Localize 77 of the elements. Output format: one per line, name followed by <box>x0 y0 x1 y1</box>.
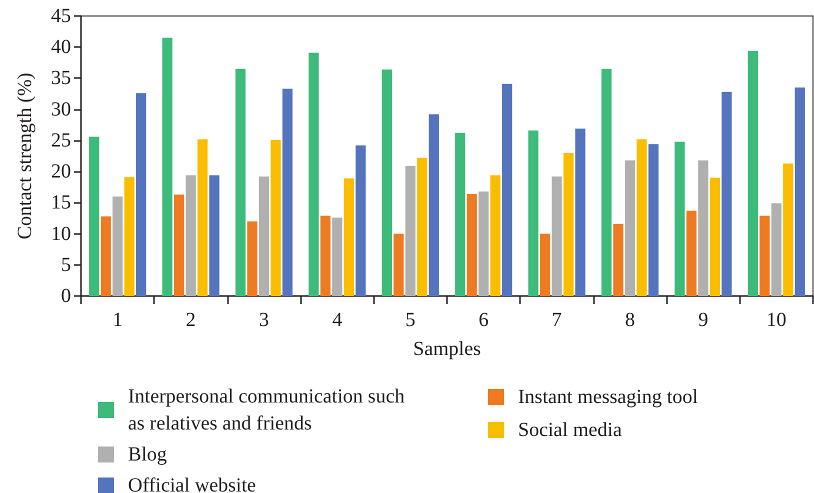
bar <box>270 140 281 296</box>
bar <box>112 196 123 296</box>
x-tick-label: 4 <box>332 309 342 331</box>
x-tick-label: 5 <box>405 309 416 331</box>
x-tick-label: 10 <box>766 309 786 331</box>
bar <box>344 178 354 296</box>
legend-label: Blog <box>128 444 167 466</box>
bar <box>100 216 111 296</box>
bar <box>247 221 258 296</box>
bar <box>771 203 782 296</box>
y-tick-label: 40 <box>51 36 71 58</box>
bar <box>162 38 172 296</box>
bar <box>686 210 697 296</box>
bar <box>710 178 720 296</box>
y-tick-label: 25 <box>51 129 71 152</box>
bar <box>394 234 404 296</box>
x-tick-label: 6 <box>478 309 489 331</box>
bar <box>89 136 100 296</box>
bar <box>382 70 392 296</box>
x-axis-title: Samples <box>413 338 482 360</box>
bar <box>563 152 574 296</box>
legend-label: Official website <box>128 474 256 493</box>
bar <box>455 132 466 296</box>
legend-label: Interpersonal communication such as relatives and friends <box>128 386 410 434</box>
bar <box>648 144 659 296</box>
legend-label: Instant messaging tool <box>518 386 698 408</box>
legend-label: Social media <box>518 419 622 441</box>
bar <box>760 216 770 296</box>
x-tick-label: 1 <box>112 309 123 331</box>
bar <box>405 166 416 296</box>
bar <box>186 175 196 296</box>
bar <box>308 52 319 296</box>
bar <box>174 194 184 296</box>
y-axis-title: Contact strength (%) <box>14 72 36 240</box>
bar <box>356 145 366 296</box>
bar <box>332 218 342 296</box>
x-tick-label: 3 <box>259 309 269 331</box>
y-tick-label: 20 <box>51 160 71 183</box>
bar <box>783 163 794 296</box>
y-tick-label: 5 <box>61 254 71 276</box>
bar <box>613 224 624 296</box>
bar <box>698 160 708 296</box>
bar <box>552 176 562 296</box>
bar <box>417 158 428 296</box>
y-tick-label: 15 <box>51 192 71 214</box>
bar <box>490 175 500 296</box>
y-tick-label: 35 <box>51 67 71 90</box>
bar <box>575 128 586 296</box>
bar <box>528 130 538 296</box>
bar <box>624 160 636 296</box>
x-tick-label: 2 <box>186 309 196 331</box>
bar <box>258 176 270 296</box>
bar <box>540 234 550 296</box>
bar <box>674 142 685 296</box>
bar <box>235 68 246 296</box>
bar <box>748 50 758 296</box>
bar <box>722 92 732 296</box>
bar <box>601 68 612 296</box>
bar <box>209 175 220 296</box>
bar <box>466 194 477 296</box>
x-tick-label: 7 <box>552 309 562 331</box>
bar <box>636 139 647 296</box>
bar <box>124 177 134 296</box>
y-tick-label: 45 <box>51 5 71 27</box>
bar <box>197 139 208 296</box>
bar <box>282 88 293 296</box>
bar <box>136 93 146 296</box>
bar <box>428 114 439 296</box>
bar <box>478 191 489 296</box>
bar <box>502 84 512 296</box>
x-tick-label: 9 <box>698 309 708 331</box>
x-tick-label: 8 <box>625 309 635 331</box>
y-tick-label: 10 <box>51 222 71 245</box>
bar <box>794 88 805 296</box>
bar <box>320 216 331 296</box>
y-tick-label: 30 <box>51 98 71 120</box>
y-tick-label: 0 <box>61 285 71 307</box>
